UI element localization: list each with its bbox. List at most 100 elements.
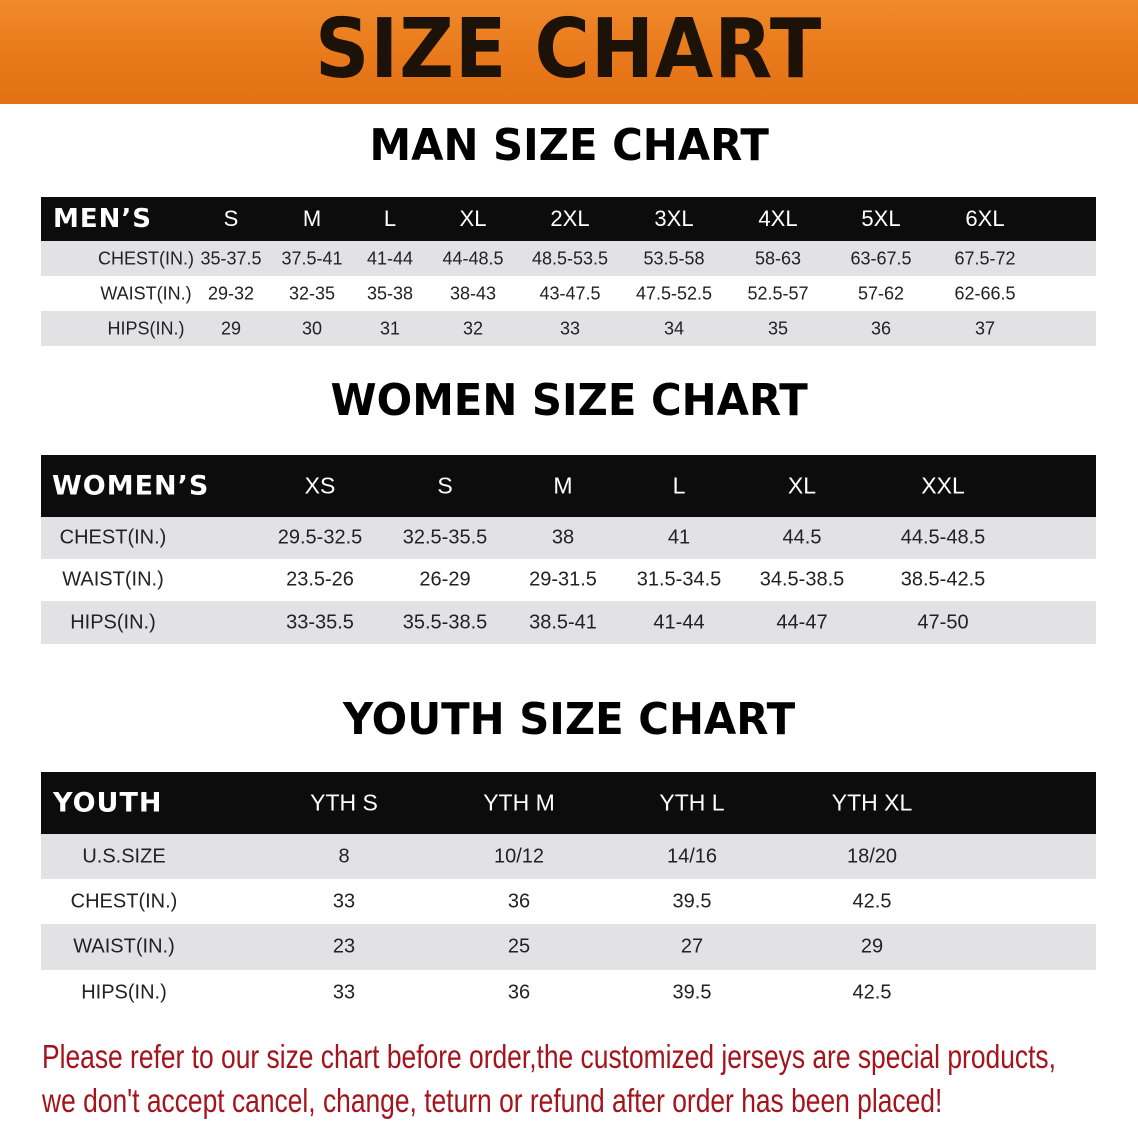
table-cell: 29: [860, 935, 884, 958]
table-row: WAIST(IN.) 29-32 32-35 35-38 38-43 43-47.5 47.…: [41, 276, 1096, 311]
page-title: SIZE CHART: [315, 1, 823, 97]
table-cell: 41-44: [653, 611, 705, 633]
size-column-header: YTH S: [310, 789, 378, 816]
table-cell: 32.5-35.5: [402, 526, 488, 549]
row-label: WAIST(IN.): [62, 568, 164, 591]
size-column-header: M: [302, 206, 322, 231]
size-column-header: YTH L: [659, 789, 725, 816]
table-cell: 41-44: [366, 248, 414, 268]
table-cell: 44.5: [782, 526, 822, 549]
size-column-header: XL: [787, 472, 817, 499]
table-cell: 36: [870, 318, 892, 338]
table-row: WAIST(IN.) 23 25 27 29: [41, 924, 1096, 970]
row-label: WAIST(IN.): [73, 935, 175, 958]
table-cell: 67.5-72: [954, 248, 1016, 268]
table-cell: 47.5-52.5: [635, 283, 713, 303]
youth-header-row: YOUTH YTH S YTH M YTH L YTH XL: [41, 772, 1096, 834]
size-column-header: XL: [459, 206, 487, 231]
table-cell: 10/12: [493, 845, 545, 867]
size-column-header: L: [672, 472, 686, 499]
table-cell: 29-31.5: [529, 568, 597, 591]
table-cell: 38.5-42.5: [900, 568, 986, 591]
size-column-header: 2XL: [550, 206, 590, 231]
table-cell: 42.5: [852, 890, 892, 912]
table-cell: 29: [220, 318, 242, 338]
men-header-row: MEN’S S M L XL 2XL 3XL 4XL 5XL 6XL: [41, 197, 1096, 241]
size-column-header: S: [437, 472, 453, 499]
table-cell: 32: [462, 318, 484, 338]
table-cell: 63-67.5: [850, 248, 912, 268]
table-row: CHEST(IN.) 35-37.5 37.5-41 41-44 44-48.5 48.5…: [41, 241, 1096, 276]
size-column-header: L: [383, 206, 397, 231]
table-cell: 26-29: [419, 568, 471, 591]
table-cell: 18/20: [846, 845, 898, 867]
youth-section-title-text: YOUTH SIZE CHART: [342, 694, 796, 745]
table-cell: 58-63: [754, 248, 802, 268]
table-cell: 47-50: [917, 611, 969, 633]
row-label: HIPS(IN.): [70, 611, 156, 633]
table-cell: 25: [507, 935, 531, 958]
table-cell: 34.5-38.5: [759, 568, 845, 591]
table-row: CHEST(IN.) 29.5-32.5 32.5-35.5 38 41 44.5 44.5…: [41, 517, 1096, 559]
size-column-header: M: [553, 472, 573, 499]
table-row: HIPS(IN.) 33 36 39.5 42.5: [41, 970, 1096, 1015]
table-cell: 35: [767, 318, 789, 338]
table-cell: 32-35: [288, 283, 336, 303]
table-cell: 44-47: [776, 611, 828, 633]
table-cell: 14/16: [666, 845, 718, 867]
table-cell: 37.5-41: [281, 248, 343, 268]
youth-header-label: YOUTH: [53, 787, 163, 819]
table-cell: 23.5-26: [286, 568, 354, 591]
men-header-label: MEN’S: [53, 204, 152, 234]
table-cell: 29.5-32.5: [277, 526, 363, 549]
row-label: CHEST(IN.): [98, 248, 194, 268]
table-row: CHEST(IN.) 33 36 39.5 42.5: [41, 879, 1096, 924]
table-cell: 44.5-48.5: [900, 526, 986, 549]
row-label: CHEST(IN.): [59, 526, 167, 549]
table-cell: 57-62: [857, 283, 905, 303]
size-column-header: S: [223, 206, 239, 231]
table-cell: 8: [338, 845, 350, 867]
table-cell: 36: [507, 890, 531, 912]
table-cell: 53.5-58: [643, 248, 705, 268]
table-cell: 37: [974, 318, 996, 338]
table-cell: 35.5-38.5: [402, 611, 488, 633]
table-cell: 42.5: [852, 981, 892, 1003]
size-column-header: 4XL: [758, 206, 798, 231]
table-cell: 39.5: [672, 890, 712, 912]
row-label: CHEST(IN.): [70, 890, 178, 912]
table-cell: 34: [663, 318, 685, 338]
size-column-header: 3XL: [654, 206, 694, 231]
row-label: U.S.SIZE: [82, 845, 166, 867]
table-cell: 29-32: [207, 283, 255, 303]
table-cell: 44-48.5: [442, 248, 504, 268]
table-row: HIPS(IN.) 29 30 31 32 33 34 35 36 37: [41, 311, 1096, 346]
table-row: WAIST(IN.) 23.5-26 26-29 29-31.5 31.5-34.5 34…: [41, 559, 1096, 601]
men-section-title: MAN SIZE CHART: [0, 120, 1138, 171]
table-cell: 35-37.5: [200, 248, 262, 268]
table-cell: 36: [507, 981, 531, 1003]
women-header-label: WOMEN’S: [52, 470, 210, 502]
table-cell: 52.5-57: [747, 283, 809, 303]
size-chart-banner: SIZE CHART: [0, 0, 1138, 104]
table-cell: 33: [332, 981, 356, 1003]
table-cell: 33: [332, 890, 356, 912]
table-cell: 33-35.5: [286, 611, 354, 633]
table-cell: 62-66.5: [954, 283, 1016, 303]
size-column-header: YTH XL: [831, 789, 913, 816]
table-cell: 48.5-53.5: [531, 248, 609, 268]
table-cell: 38.5-41: [529, 611, 597, 633]
table-cell: 35-38: [366, 283, 414, 303]
table-cell: 31.5-34.5: [636, 568, 722, 591]
notice-line-1: Please refer to our size chart before or…: [42, 1038, 1056, 1075]
row-label: WAIST(IN.): [100, 283, 192, 303]
size-column-header: 5XL: [861, 206, 901, 231]
table-cell: 30: [301, 318, 323, 338]
size-column-header: 6XL: [965, 206, 1005, 231]
row-label: HIPS(IN.): [107, 318, 185, 338]
notice-line-2: we don't accept cancel, change, teturn o…: [42, 1082, 943, 1119]
table-row: HIPS(IN.) 33-35.5 35.5-38.5 38.5-41 41-44 44-…: [41, 601, 1096, 644]
women-header-row: WOMEN’S XS S M L XL XXL: [41, 455, 1096, 517]
men-section-title-text: MAN SIZE CHART: [369, 120, 769, 171]
table-cell: 38-43: [449, 283, 497, 303]
